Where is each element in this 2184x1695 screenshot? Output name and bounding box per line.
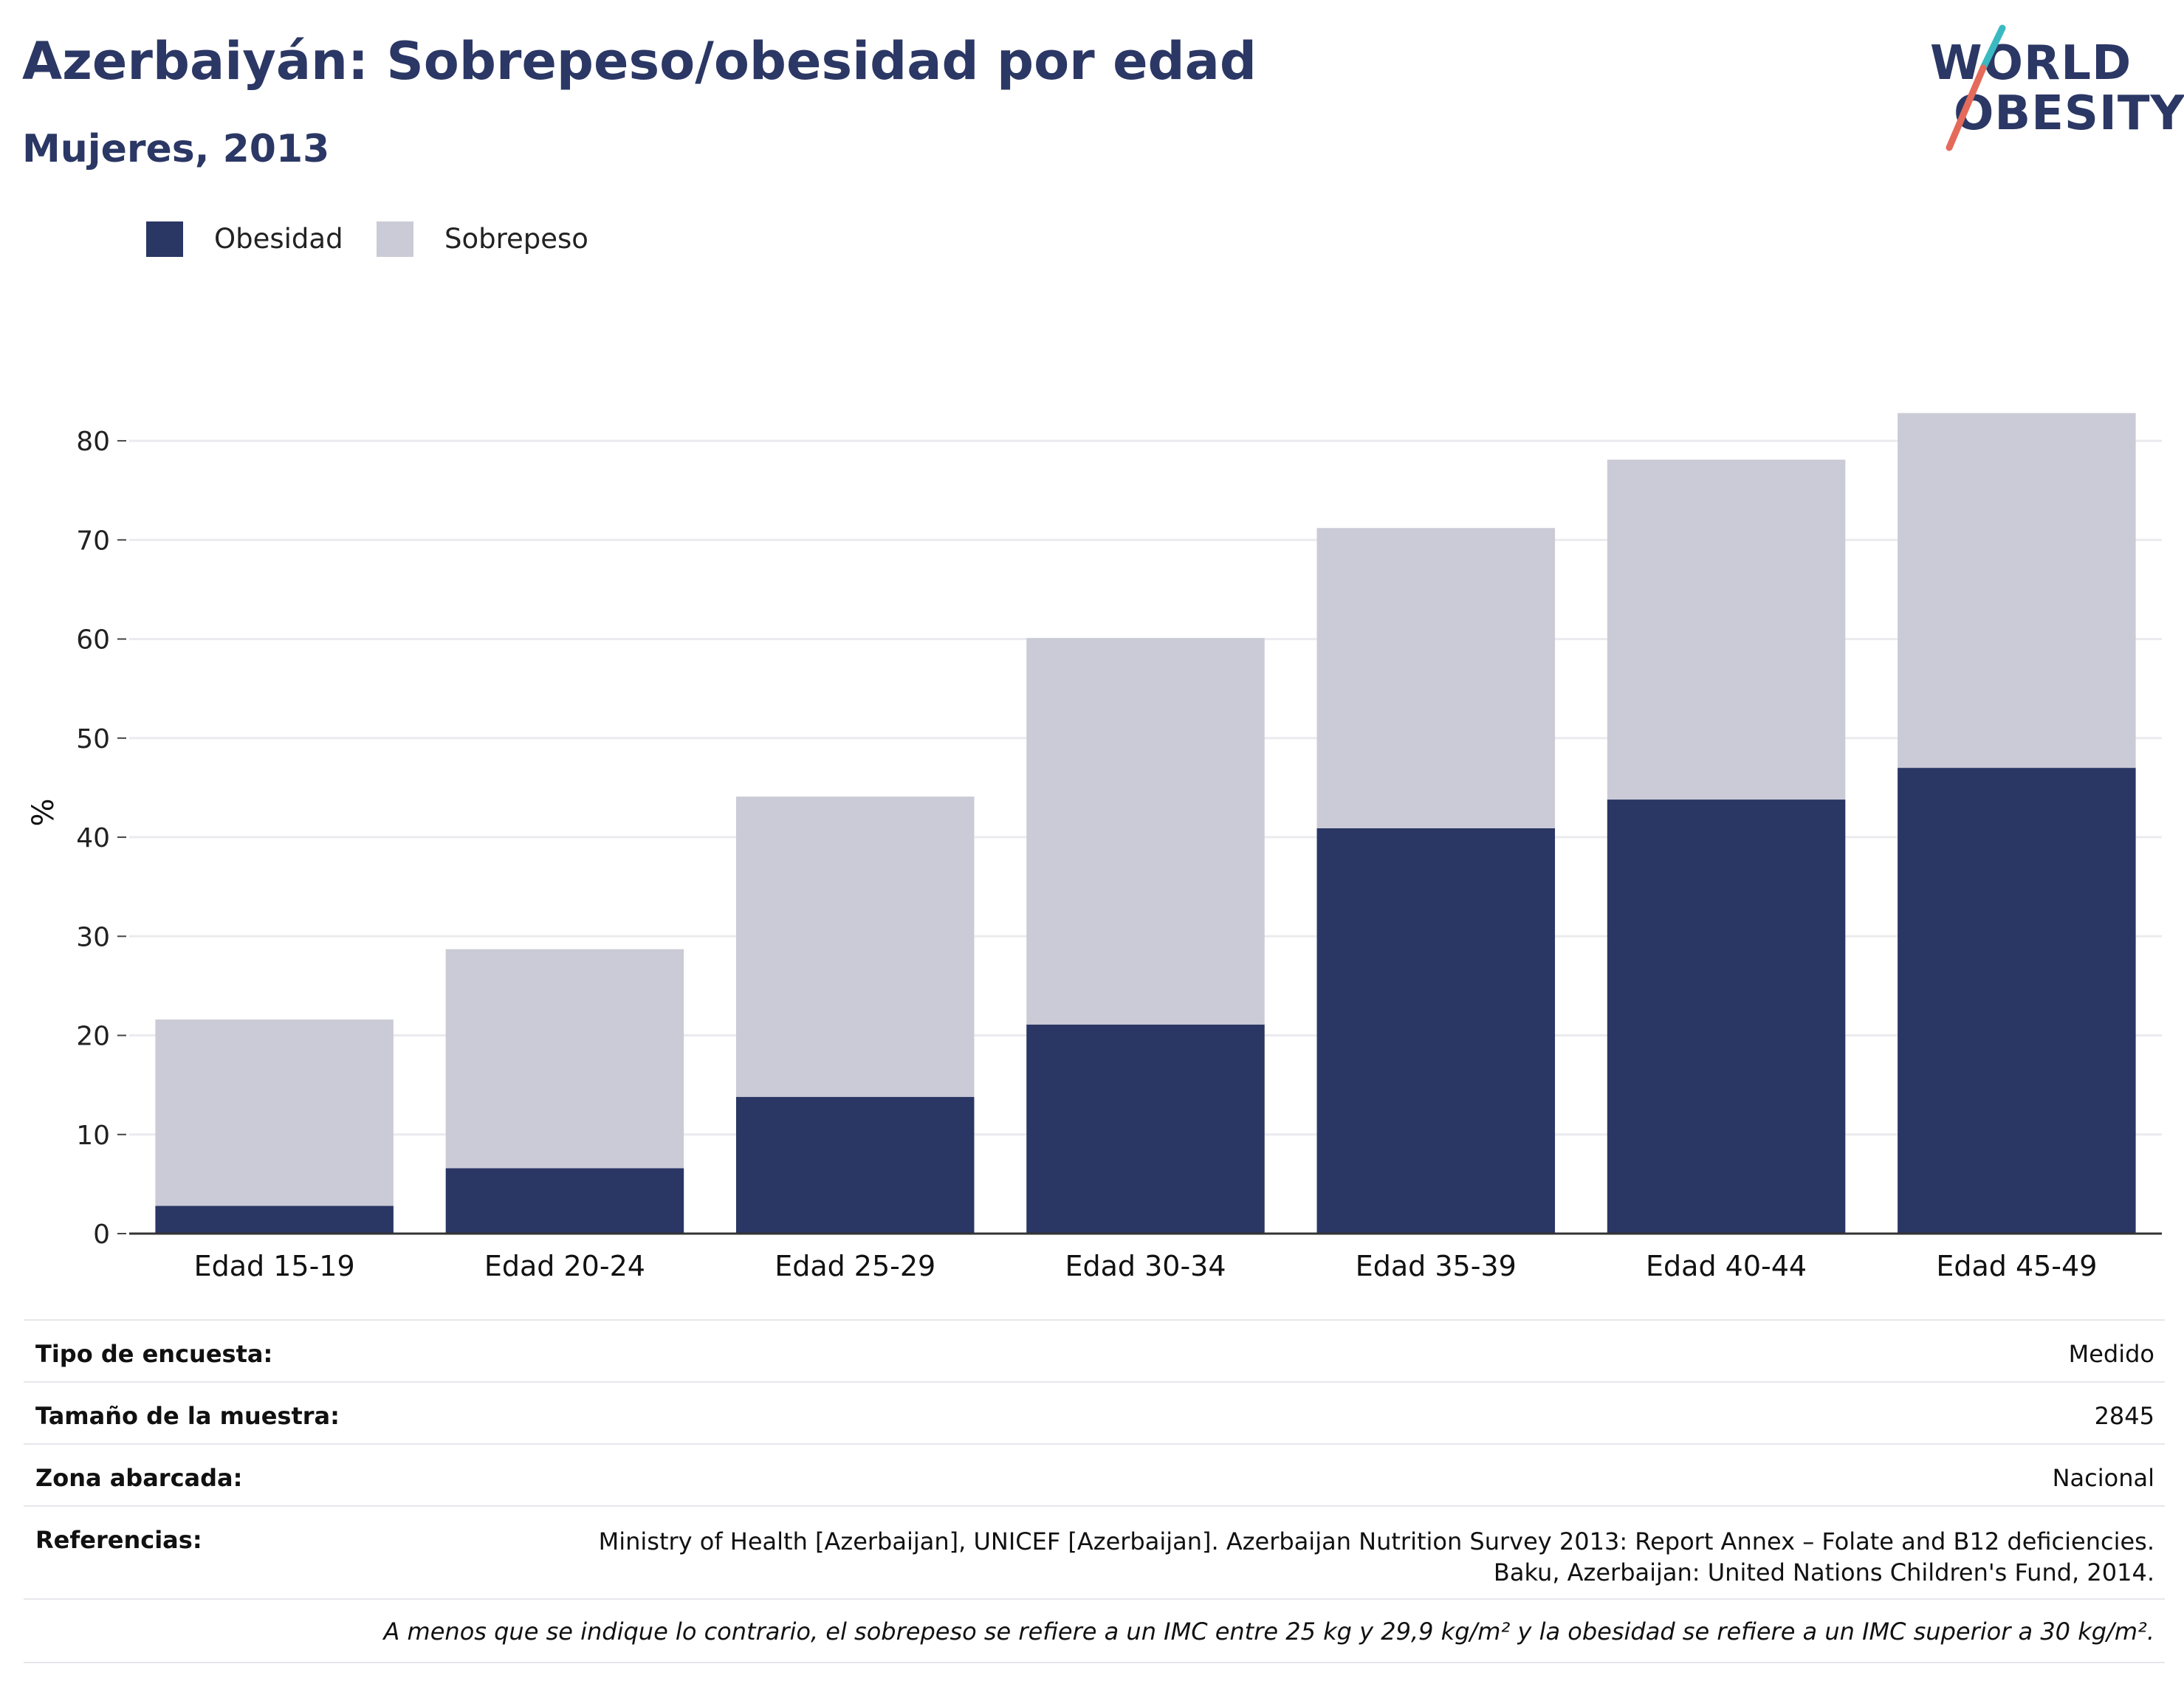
bar-obesidad: [1026, 1024, 1265, 1234]
y-tick-label: 10: [76, 1121, 110, 1151]
y-tick-label: 60: [76, 625, 110, 656]
logo-word-obesity: OBESITY: [1954, 86, 2184, 141]
logo-word-world: WORLD: [1930, 36, 2132, 91]
x-tick-label: Edad 30-34: [1065, 1250, 1226, 1282]
y-tick-label: 70: [76, 526, 110, 556]
bar-sobrepeso: [1026, 638, 1265, 1025]
info-row-note: A menos que se indique lo contrario, el …: [24, 1598, 2165, 1663]
info-row-area: Zona abarcada: Nacional: [24, 1443, 2165, 1505]
references-line-1: Ministry of Health [Azerbaijan], UNICEF …: [598, 1527, 2154, 1555]
bar-sobrepeso: [1316, 528, 1556, 828]
y-tick-label: 30: [76, 922, 110, 952]
legend-label-sobrepeso: Sobrepeso: [444, 223, 588, 255]
sample-size-label: Tamaño de la muestra:: [35, 1402, 340, 1430]
x-tick-label: Edad 35-39: [1356, 1250, 1517, 1282]
references-line-2: Baku, Azerbaijan: United Nations Childre…: [1493, 1558, 2154, 1586]
x-tick-label: Edad 20-24: [484, 1250, 645, 1282]
bar-obesidad: [1898, 768, 2136, 1234]
y-tick-label: 20: [76, 1022, 110, 1052]
sample-size-value: 2845: [2094, 1402, 2154, 1430]
legend-swatch-obesidad: [146, 221, 183, 257]
y-tick-label: 50: [76, 724, 110, 754]
x-tick-label: Edad 25-29: [775, 1250, 935, 1282]
y-tick-label: 0: [93, 1220, 110, 1250]
bar-obesidad: [1316, 828, 1556, 1234]
bar-obesidad: [155, 1206, 394, 1234]
y-tick-label: 80: [76, 427, 110, 457]
bar-sobrepeso: [1898, 413, 2136, 769]
x-tick-label: Edad 45-49: [1936, 1250, 2097, 1282]
survey-info-table: Tipo de encuesta: Medido Tamaño de la mu…: [24, 1319, 2165, 1663]
survey-type-label: Tipo de encuesta:: [35, 1340, 273, 1368]
x-tick-label: Edad 15-19: [194, 1250, 355, 1282]
definition-note: A menos que se indique lo contrario, el …: [383, 1617, 2154, 1646]
bar-obesidad: [445, 1168, 684, 1234]
y-tick-label: 40: [76, 823, 110, 853]
world-obesity-logo: WORLD OBESITY: [1920, 22, 2184, 155]
x-tick-label: Edad 40-44: [1646, 1250, 1807, 1282]
bar-sobrepeso: [1607, 459, 1846, 800]
bars: [155, 413, 2136, 1234]
bar-sobrepeso: [155, 1020, 394, 1206]
stacked-bar-chart: 0 10 20 30 40 50 60 70 80 Edad 15-19 Edad 20-24 Eda…: [27, 413, 2162, 1282]
bar-sobrepeso: [445, 949, 684, 1169]
area-label: Zona abarcada:: [35, 1464, 243, 1492]
axes: 0 10 20 30 40 50 60 70 80 Edad 15-19 Edad 20-24 Eda…: [27, 427, 2162, 1282]
bar-obesidad: [735, 1096, 975, 1234]
logo-slash-icon: [1946, 24, 2006, 151]
legend-swatch-sobrepeso: [377, 221, 413, 257]
references-label: Referencias:: [35, 1526, 202, 1554]
y-axis-label: %: [27, 798, 61, 826]
bar-sobrepeso: [735, 797, 975, 1097]
info-row-survey-type: Tipo de encuesta: Medido: [24, 1319, 2165, 1381]
legend-label-obesidad: Obesidad: [214, 223, 343, 255]
chart-title: Azerbaiyán: Sobrepeso/obesidad por edad: [22, 31, 1257, 92]
area-value: Nacional: [2052, 1464, 2154, 1492]
bar-obesidad: [1607, 800, 1846, 1234]
info-row-references: Referencias: Ministry of Health [Azerbai…: [24, 1505, 2165, 1598]
chart-subtitle: Mujeres, 2013: [22, 127, 330, 171]
info-row-sample-size: Tamaño de la muestra: 2845: [24, 1381, 2165, 1443]
survey-type-value: Medido: [2068, 1340, 2154, 1368]
references-value: Ministry of Health [Azerbaijan], UNICEF …: [599, 1526, 2154, 1588]
